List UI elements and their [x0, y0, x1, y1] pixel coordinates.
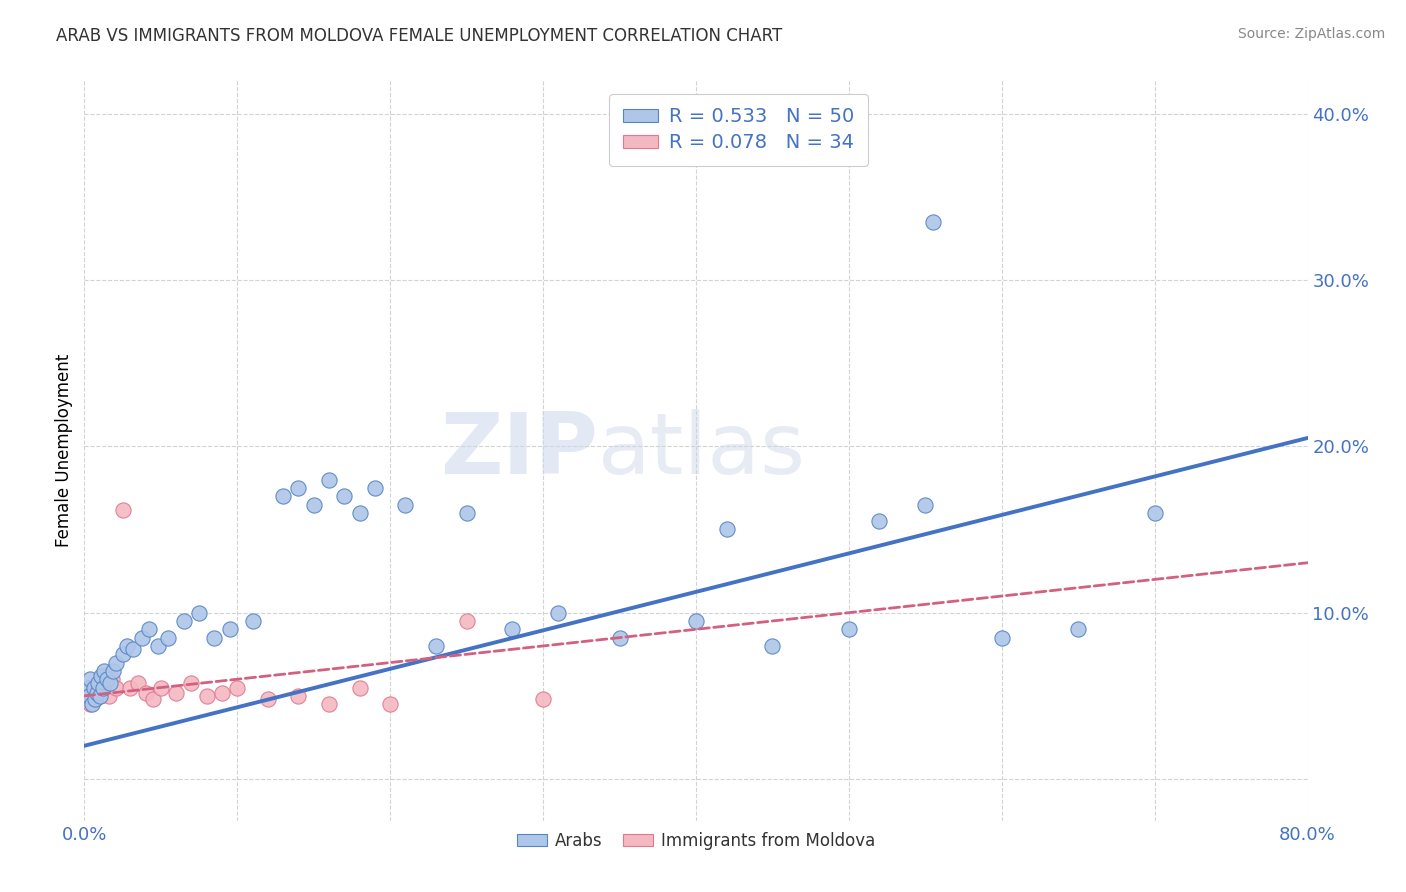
Point	[76, 681, 98, 695]
Point	[218, 623, 240, 637]
Point	[142, 692, 165, 706]
Point	[127, 675, 149, 690]
Point	[869, 514, 891, 528]
Point	[364, 481, 387, 495]
Point	[111, 647, 134, 661]
Point	[75, 685, 97, 699]
Point	[333, 489, 356, 503]
Point	[103, 664, 125, 678]
Point	[90, 681, 112, 695]
Point	[188, 606, 211, 620]
Point	[287, 689, 309, 703]
Point	[202, 631, 225, 645]
Point	[83, 681, 105, 695]
Point	[165, 685, 187, 699]
Point	[89, 689, 111, 703]
Point	[84, 692, 107, 706]
Point	[80, 689, 103, 703]
Point	[242, 614, 264, 628]
Point	[135, 685, 157, 699]
Point	[80, 697, 103, 711]
Point	[685, 614, 707, 628]
Point	[318, 697, 340, 711]
Point	[91, 669, 114, 683]
Point	[79, 672, 101, 686]
Point	[456, 614, 478, 628]
Point	[287, 481, 309, 495]
Point	[97, 689, 120, 703]
Text: ZIP: ZIP	[440, 409, 598, 492]
Point	[83, 681, 105, 695]
Point	[211, 685, 233, 699]
Point	[195, 689, 218, 703]
Point	[922, 215, 945, 229]
Point	[94, 675, 117, 690]
Point	[90, 669, 112, 683]
Point	[146, 639, 169, 653]
Point	[120, 681, 142, 695]
Point	[531, 692, 554, 706]
Point	[138, 623, 160, 637]
Point	[991, 631, 1014, 645]
Point	[98, 675, 121, 690]
Point	[131, 631, 153, 645]
Point	[547, 606, 569, 620]
Point	[271, 489, 294, 503]
Point	[76, 692, 98, 706]
Point	[89, 689, 111, 703]
Point	[84, 692, 107, 706]
Point	[226, 681, 249, 695]
Point	[115, 639, 138, 653]
Point	[173, 614, 195, 628]
Point	[502, 623, 524, 637]
Point	[761, 639, 783, 653]
Point	[101, 672, 124, 686]
Point	[91, 681, 114, 695]
Point	[77, 689, 100, 703]
Point	[456, 506, 478, 520]
Point	[105, 681, 128, 695]
Point	[157, 631, 180, 645]
Point	[96, 672, 118, 686]
Point	[1143, 506, 1166, 520]
Text: Source: ZipAtlas.com: Source: ZipAtlas.com	[1237, 27, 1385, 41]
Y-axis label: Female Unemployment: Female Unemployment	[55, 354, 73, 547]
Point	[105, 656, 128, 670]
Legend: Arabs, Immigrants from Moldova: Arabs, Immigrants from Moldova	[510, 825, 882, 856]
Point	[93, 664, 115, 678]
Point	[609, 631, 631, 645]
Point	[79, 697, 101, 711]
Point	[86, 685, 108, 699]
Point	[257, 692, 280, 706]
Point	[380, 697, 402, 711]
Point	[838, 623, 860, 637]
Point	[425, 639, 447, 653]
Point	[318, 473, 340, 487]
Point	[1067, 623, 1090, 637]
Point	[86, 685, 108, 699]
Point	[77, 681, 100, 695]
Point	[87, 675, 110, 690]
Text: ARAB VS IMMIGRANTS FROM MOLDOVA FEMALE UNEMPLOYMENT CORRELATION CHART: ARAB VS IMMIGRANTS FROM MOLDOVA FEMALE U…	[56, 27, 783, 45]
Point	[302, 498, 325, 512]
Point	[394, 498, 416, 512]
Point	[87, 675, 110, 690]
Point	[716, 523, 738, 537]
Text: atlas: atlas	[598, 409, 806, 492]
Point	[149, 681, 172, 695]
Point	[349, 506, 371, 520]
Point	[349, 681, 371, 695]
Point	[111, 502, 134, 516]
Point	[914, 498, 936, 512]
Point	[180, 675, 202, 690]
Point	[122, 642, 145, 657]
